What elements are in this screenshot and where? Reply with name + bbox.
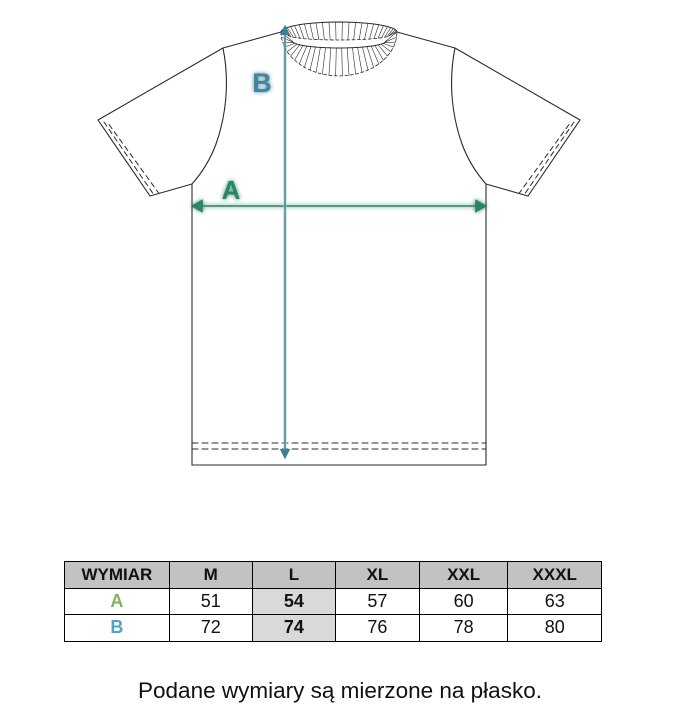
svg-text:A: A xyxy=(222,175,241,205)
svg-text:B: B xyxy=(252,68,272,98)
